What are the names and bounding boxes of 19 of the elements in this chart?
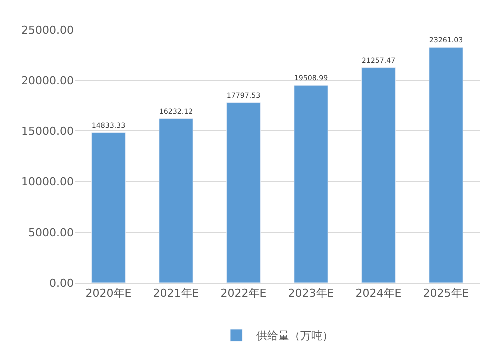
y-tick-label: 25000.00	[22, 24, 74, 37]
y-tick-label: 0.00	[50, 276, 74, 290]
x-tick-label: 2020年E	[86, 287, 132, 300]
bar	[226, 102, 261, 283]
bar	[159, 118, 194, 283]
legend-label: 供给量（万吨）	[256, 330, 334, 343]
bar	[362, 68, 396, 283]
y-tick-label: 5000.00	[28, 226, 74, 240]
x-tick-label: 2021年E	[153, 287, 200, 300]
y-tick-label: 15000.00	[22, 125, 74, 138]
bar	[92, 132, 126, 283]
x-tick-label: 2025年E	[423, 287, 470, 300]
y-tick-label: 20000.00	[22, 74, 74, 88]
x-tick-label: 2024年E	[356, 287, 402, 300]
bar	[294, 85, 328, 283]
x-tick-label: 2022年E	[220, 287, 267, 300]
y-tick-label: 10000.00	[22, 176, 74, 189]
bar	[429, 47, 464, 283]
x-tick-label: 2023年E	[288, 287, 334, 300]
